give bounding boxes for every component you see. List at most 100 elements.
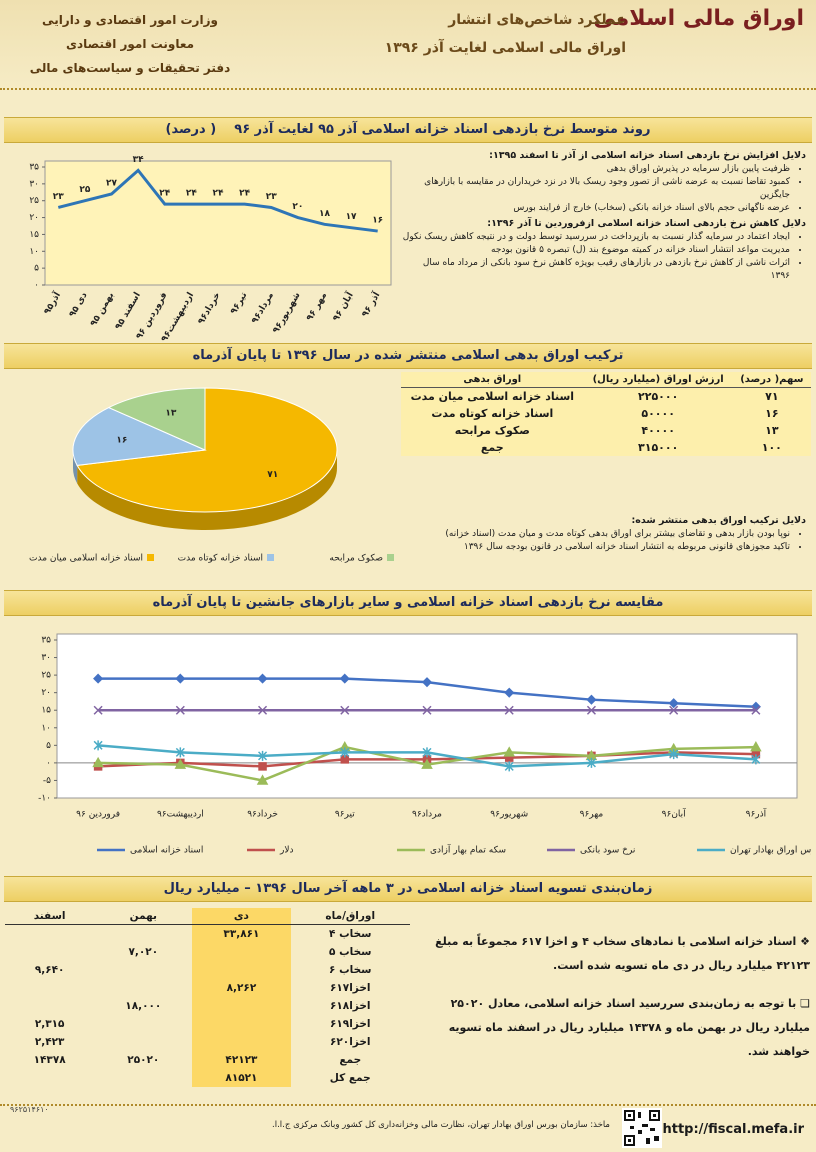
table-cell: ۷,۰۲۰ xyxy=(128,946,159,958)
note-text: با توجه به زمان‌بندی سررسید اسناد خزانه … xyxy=(448,997,810,1058)
y-tick-label: ۵ xyxy=(46,741,51,751)
header-subtitle: عملکرد شاخص‌های انتشار xyxy=(448,12,626,28)
header-cell: سهم( درصد) xyxy=(732,372,811,388)
x-tick-label: خرداد۹۶ xyxy=(247,810,278,820)
table-cell xyxy=(192,997,291,1015)
x-tick-label: آذر۹۵ xyxy=(41,289,64,316)
table-cell: ۱۳ xyxy=(765,424,779,437)
section-title: مقایسه نرخ بازدهی اسناد خزانه اسلامی و س… xyxy=(4,590,812,616)
table-row: سخاب ۴ ۳۳,۸۶۱ xyxy=(5,924,410,943)
table-cell: ۱۴۳۷۸ xyxy=(33,1054,66,1066)
legend-swatch xyxy=(267,554,274,561)
marker xyxy=(669,749,679,760)
marker xyxy=(257,673,268,684)
bullet: اثرات ناشی از کاهش نرخ بازدهی در بازارها… xyxy=(402,257,790,283)
marker xyxy=(258,750,268,761)
footer-url: http://fiscal.mefa.ir xyxy=(662,1122,804,1137)
y-tick-label: ۳۰ xyxy=(29,179,39,189)
table-cell: ۲,۴۲۳ xyxy=(34,1036,65,1048)
list-heading: دلایل کاهش نرخ بازدهی اسناد خزانه اسلامی… xyxy=(487,218,806,229)
marker xyxy=(750,741,762,752)
data-label: ۲۴ xyxy=(239,189,250,199)
table-cell xyxy=(94,961,192,979)
list-heading: دلایل افزایش نرخ بازدهی اسناد خزانه اسلا… xyxy=(489,150,806,161)
org-block: وزارت امور اقتصادی و دارایی معاونت امور … xyxy=(20,8,240,80)
legend-label: اسناد خزانه اسلامی میان مدت xyxy=(29,554,143,564)
pie-side xyxy=(77,450,337,530)
marker xyxy=(421,758,433,769)
header-cell: اوراق بدهی xyxy=(401,372,584,388)
marker xyxy=(668,698,679,709)
x-tick-label: شهریور۹۶ xyxy=(271,291,303,336)
y-tick-label: ۲۰ xyxy=(29,213,39,223)
x-tick-label: مرداد۹۶ xyxy=(412,810,442,820)
table-cell xyxy=(5,997,94,1015)
marker xyxy=(504,761,514,772)
header-cell: ارزش اوراق (میلیارد ریال) xyxy=(583,372,733,388)
marker xyxy=(586,757,596,768)
table-row: اخزا۶۲۰ ۲,۴۲۳ xyxy=(5,1033,410,1051)
marker xyxy=(504,705,514,715)
series-line xyxy=(57,168,378,233)
org-line: معاونت امور اقتصادی xyxy=(65,37,195,51)
x-tick-label: مهر۹۶ xyxy=(580,810,604,820)
x-tick-label: دی ۹۵ xyxy=(68,290,90,319)
legend-label: صکوک مرابحه xyxy=(329,553,383,564)
table-row: ۱۶ ۵۰۰۰۰ اسناد خزانه کوتاه مدت xyxy=(401,405,811,422)
footer-code: ۹۶۲۵۱۴۶۱۰ xyxy=(10,1105,49,1114)
marker xyxy=(340,747,350,758)
table-cell: جمع کل xyxy=(329,1072,371,1084)
marker xyxy=(339,673,350,684)
marker xyxy=(175,705,185,715)
settlement-table-wrap: اوراق/ماه دی بهمن اسفند سخاب ۴ ۳۳,۸۶۱ سخاب ۵ ۷,… xyxy=(5,908,410,1087)
table-cell xyxy=(5,1069,94,1087)
pie-slice xyxy=(72,407,207,466)
y-tick-label: ۳۵ xyxy=(41,636,51,646)
composition-table-wrap: سهم( درصد) ارزش اوراق (میلیارد ریال) اوراق… xyxy=(401,372,811,456)
data-label: ۲۴ xyxy=(213,189,224,199)
table-cell xyxy=(192,943,291,961)
table-cell: ۴۰۰۰۰ xyxy=(641,424,675,437)
plot-area xyxy=(56,633,798,799)
x-tick-label: فروردین ۹۶ xyxy=(76,810,120,820)
table-cell: ۲۵۰۲۰ xyxy=(127,1054,160,1066)
table-cell: ۴۲۱۲۳ xyxy=(192,1051,291,1069)
bullet: کمبود تقاضا نسبت به عرضه ناشی از تصور وج… xyxy=(402,176,790,202)
bullet: تاکید مجوزهای قانونی مربوطه به انتشار اس… xyxy=(402,541,790,554)
header-row: سهم( درصد) ارزش اوراق (میلیارد ریال) اوراق… xyxy=(401,372,811,388)
divider xyxy=(0,88,816,90)
table-row: جمع ۴۲۱۲۳ ۲۵۰۲۰ ۱۴۳۷۸ xyxy=(5,1051,410,1069)
y-tick-label: ۲۵ xyxy=(41,671,51,681)
table-cell xyxy=(94,1015,192,1033)
table-cell: ۱۸,۰۰۰ xyxy=(125,1000,162,1012)
table-row: جمع کل ۸۱۵۲۱ xyxy=(5,1069,410,1087)
table-row: اخزا۶۱۸ ۱۸,۰۰۰ xyxy=(5,997,410,1015)
bullet-list: ظرفیت پایین بازار سرمایه در پذیرش اوراق … xyxy=(402,163,806,215)
table-row: اخزا۶۱۷ ۸,۲۶۲ xyxy=(5,979,410,997)
legend-label: نرخ سود بانکی xyxy=(580,846,635,856)
table-cell: ۲,۳۱۵ xyxy=(34,1018,65,1030)
x-tick-label: آبان۹۶ xyxy=(662,808,687,820)
header-cell: اسفند xyxy=(5,908,95,925)
marker xyxy=(586,694,597,705)
table-cell: ۷۱ xyxy=(765,390,779,403)
data-label: ۲۵ xyxy=(79,185,90,195)
table: اوراق/ماه دی بهمن اسفند سخاب ۴ ۳۳,۸۶۱ سخاب ۵ ۷,… xyxy=(5,908,410,1087)
table-row: ۱۰۰ ۳۱۵۰۰۰ جمع xyxy=(401,439,811,456)
table-cell: سخاب ۶ xyxy=(329,964,372,976)
section-title: زمان‌بندی تسویه اسناد خزانه اسلامی در ۳ … xyxy=(4,876,812,902)
header-cell: بهمن xyxy=(94,908,193,925)
bullet: عرضه ناگهانی حجم بالای اسناد خزانه بانکی… xyxy=(402,202,790,215)
x-tick-label: شهریور۹۶ xyxy=(490,810,528,820)
x-tick-label: آذر۹۶ xyxy=(746,808,767,820)
marker xyxy=(422,705,432,715)
table-cell: ۳۳,۸۶۱ xyxy=(192,924,291,943)
marker xyxy=(175,747,185,758)
legend-label: اسناد خزانه اسلامی xyxy=(130,846,203,856)
pie-slice xyxy=(76,387,338,513)
marker xyxy=(751,754,761,765)
data-label: ۲۷ xyxy=(106,178,117,188)
y-tick-label: -۱۰ xyxy=(38,794,51,804)
settlement-title: زمان‌بندی تسویه اسناد خزانه اسلامی در ۳ … xyxy=(163,881,653,896)
header-title: اوراق مالی اسلامی xyxy=(593,6,804,31)
